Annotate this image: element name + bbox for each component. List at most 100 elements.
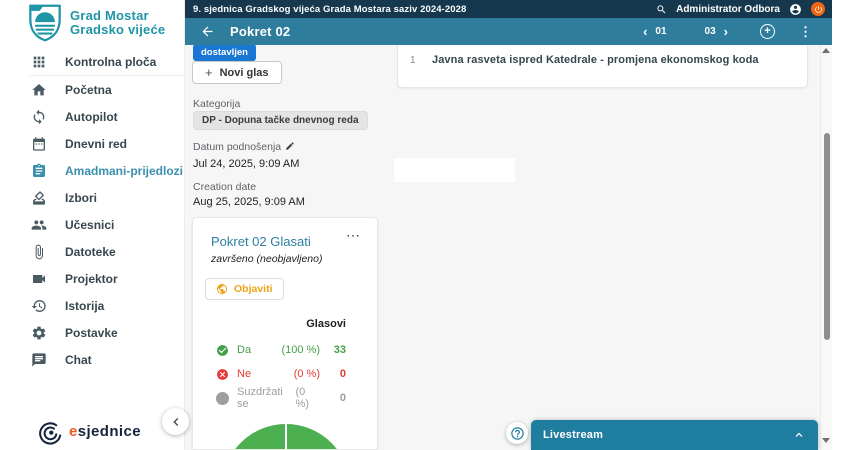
status-badge: dostavljen bbox=[193, 44, 256, 61]
assignment-icon bbox=[33, 163, 45, 177]
sidebar-item-datoteke[interactable]: Datoteke bbox=[0, 238, 184, 265]
sidebar-item-dnevni-red[interactable]: Dnevni red bbox=[0, 130, 184, 157]
sidebar-nav: Kontrolna ploča Početna Autopilot Dnevni… bbox=[0, 48, 184, 373]
sidebar-collapse-button[interactable] bbox=[162, 408, 189, 435]
sidebar-item-label: Projektor bbox=[65, 271, 118, 286]
top-session-bar: 9. sjednica Gradskog vijeća Grada Mostar… bbox=[185, 0, 832, 18]
sidebar-item-label: Početna bbox=[65, 82, 112, 97]
empty-tooltip-box bbox=[394, 158, 515, 182]
sidebar-item-projektor[interactable]: Projektor bbox=[0, 265, 184, 292]
topbar-actions: Administrator Odbora bbox=[656, 2, 832, 16]
vote-card: Pokret 02 Glasati ⋯ završeno (neobjavlje… bbox=[192, 217, 378, 450]
sidebar-item-amadmani-prijedlozi[interactable]: Amadmani-prijedlozi bbox=[0, 157, 184, 184]
page-total: 03 bbox=[704, 26, 716, 37]
vote-status: završeno (neobjavljeno) bbox=[211, 253, 323, 265]
vote-percent: (0 %) bbox=[293, 368, 320, 380]
publish-button[interactable]: Objaviti bbox=[205, 278, 284, 300]
sidebar-item-label: Dnevni red bbox=[65, 136, 128, 151]
creation-date-label: Creation date bbox=[193, 181, 257, 193]
sidebar-divider bbox=[30, 75, 184, 76]
page-title: Pokret 02 bbox=[230, 24, 291, 39]
sidebar-item-izbori[interactable]: Izbori bbox=[0, 184, 184, 211]
vote-card-title[interactable]: Pokret 02 Glasati bbox=[211, 234, 311, 249]
livestream-label: Livestream bbox=[543, 429, 604, 441]
sidebar-item-ucesnici[interactable]: Učesnici bbox=[0, 211, 184, 238]
category-label: Kategorija bbox=[193, 98, 241, 110]
sidebar-item-label: Autopilot bbox=[65, 109, 118, 124]
chat-bubble-icon bbox=[32, 352, 46, 367]
ballot-vote-icon bbox=[33, 190, 45, 205]
chevron-left-icon bbox=[172, 417, 178, 426]
vote-label: Suzdržati se bbox=[237, 386, 283, 410]
brand-name: Grad Mostar Gradsko vijeće bbox=[70, 9, 165, 37]
brand-line2: Gradsko vijeće bbox=[70, 22, 166, 37]
chevron-up-icon[interactable] bbox=[792, 428, 806, 442]
help-icon bbox=[510, 426, 524, 440]
search-icon[interactable] bbox=[656, 4, 667, 15]
page-current: 01 bbox=[655, 26, 667, 37]
sidebar: Grad Mostar Gradsko vijeće Kontrolna plo… bbox=[0, 0, 185, 450]
session-title: 9. sjednica Gradskog vijeća Grada Mostar… bbox=[193, 3, 467, 15]
back-arrow-icon[interactable] bbox=[200, 24, 215, 39]
gear-icon bbox=[32, 326, 46, 339]
agenda-item-title: Javna rasveta ispred Katedrale - promjen… bbox=[432, 54, 759, 66]
agenda-item-card[interactable]: 1 Javna rasveta ispred Katedrale - promj… bbox=[397, 40, 808, 88]
user-name: Administrator Odbora bbox=[676, 3, 780, 15]
sidebar-item-label: Istorija bbox=[65, 298, 105, 313]
publish-label: Objaviti bbox=[234, 283, 273, 295]
logout-power-button[interactable] bbox=[811, 2, 825, 16]
account-avatar-icon[interactable] bbox=[789, 3, 802, 16]
vote-row-abstain: Suzdržati se (0 %) 0 bbox=[216, 386, 346, 410]
power-icon bbox=[814, 5, 822, 13]
scrollbar-thumb[interactable] bbox=[824, 133, 830, 340]
window-right-gap bbox=[832, 0, 860, 450]
vote-percent: (0 %) bbox=[295, 386, 309, 410]
scrollbar-up-arrow[interactable] bbox=[822, 48, 830, 53]
globe-icon bbox=[217, 284, 227, 294]
sidebar-item-kontrolna-ploca[interactable]: Kontrolna ploča bbox=[0, 48, 184, 75]
livestream-bar[interactable]: Livestream bbox=[531, 420, 818, 450]
vote-label: Ne bbox=[237, 368, 252, 380]
sidebar-item-label: Amadmani-prijedlozi bbox=[65, 163, 184, 178]
page-app-bar: Pokret 02 ‹ 01 03 › + ⋮ bbox=[185, 18, 832, 45]
sidebar-item-label: Izbori bbox=[65, 190, 97, 205]
page-prev-chevron[interactable]: ‹ bbox=[643, 23, 648, 39]
submission-date-value: Jul 24, 2025, 9:09 AM bbox=[193, 158, 300, 170]
pie-start-line bbox=[285, 424, 287, 449]
scrollbar-down-arrow[interactable] bbox=[822, 438, 830, 443]
appbar-actions: ‹ 01 03 › + ⋮ bbox=[643, 24, 832, 40]
page-next-chevron[interactable]: › bbox=[723, 23, 728, 39]
vote-label: Da bbox=[237, 344, 252, 356]
sidebar-item-pocetna[interactable]: Početna bbox=[0, 76, 184, 103]
help-button[interactable] bbox=[506, 422, 528, 444]
people-icon bbox=[31, 219, 47, 230]
brand-line1: Grad Mostar bbox=[70, 8, 149, 23]
sidebar-item-label: Postavke bbox=[65, 325, 118, 340]
sidebar-item-istorija[interactable]: Istorija bbox=[0, 292, 184, 319]
votes-header: Glasovi bbox=[306, 318, 346, 330]
sidebar-item-chat[interactable]: Chat bbox=[0, 346, 184, 373]
submission-date-text: Datum podnošenja bbox=[193, 141, 282, 153]
paperclip-icon bbox=[35, 244, 43, 259]
sidebar-item-postavke[interactable]: Postavke bbox=[0, 319, 184, 346]
new-vote-button[interactable]: + Novi glas bbox=[192, 61, 282, 84]
home-icon bbox=[32, 83, 46, 95]
plus-icon: + bbox=[205, 65, 213, 80]
submission-date-label: Datum podnošenja bbox=[193, 141, 295, 153]
kebab-menu-icon[interactable]: ⋮ bbox=[799, 23, 812, 39]
brand: Grad Mostar Gradsko vijeće bbox=[0, 0, 184, 44]
creation-date-value: Aug 25, 2025, 9:09 AM bbox=[193, 196, 305, 208]
vote-count: 0 bbox=[339, 392, 346, 404]
more-options-icon[interactable]: ⋯ bbox=[346, 227, 360, 243]
broadcast-arcs-icon bbox=[39, 422, 62, 445]
history-icon bbox=[31, 299, 46, 312]
new-vote-label: Novi glas bbox=[219, 66, 269, 79]
edit-pencil-icon[interactable] bbox=[285, 141, 295, 151]
sidebar-item-autopilot[interactable]: Autopilot bbox=[0, 103, 184, 130]
category-tag: DP - Dopuna tačke dnevnog reda bbox=[193, 111, 368, 130]
add-button[interactable]: + bbox=[760, 24, 775, 39]
sidebar-item-label: Datoteke bbox=[65, 244, 116, 259]
apps-grid-icon bbox=[33, 56, 45, 67]
calendar-icon bbox=[33, 136, 45, 151]
